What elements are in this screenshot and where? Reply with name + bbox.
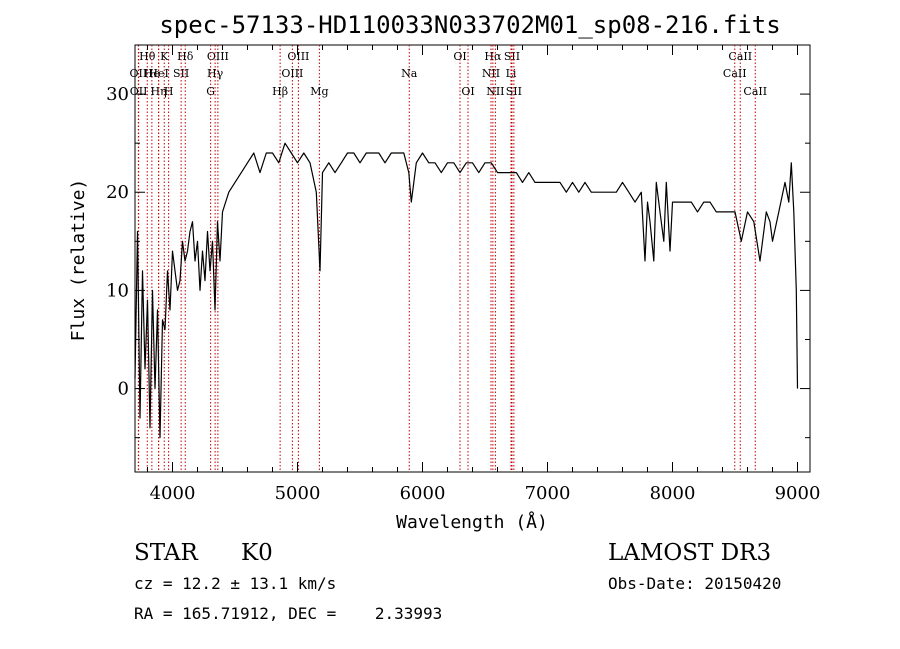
line-marker-label: OIII: [287, 50, 309, 63]
line-marker-label: OI: [453, 50, 466, 63]
y-tick-label: 0: [118, 379, 129, 400]
x-tick-label: 7000: [525, 483, 571, 504]
plot-frame: [134, 44, 811, 473]
line-marker-label: SII: [504, 50, 520, 63]
line-marker-label: NII: [482, 67, 500, 80]
line-marker-label: Na: [401, 67, 418, 80]
obs-date: Obs-Date: 20150420: [608, 574, 782, 593]
line-marker-label: Hγ: [207, 67, 224, 80]
spectrum-line: [134, 142, 799, 439]
y-axis-label: Flux (relative): [68, 179, 89, 342]
line-marker-label: CaII: [743, 85, 767, 98]
chart-title: spec-57133-HD110033N033702M01_sp08-216.f…: [159, 11, 780, 39]
x-axis-label: Wavelength (Å): [396, 511, 548, 533]
line-marker-label: OIII: [207, 50, 229, 63]
coordinates: RA = 165.71912, DEC = 2.33993: [134, 604, 443, 623]
y-tick-label: 10: [106, 280, 129, 301]
line-marker-label: OII: [130, 85, 148, 98]
line-marker-label: Hβ: [272, 85, 288, 98]
line-marker-label: OIII: [281, 67, 303, 80]
line-marker-label: HeI: [148, 67, 168, 80]
object-class: STAR: [134, 540, 198, 566]
line-marker-label: Hδ: [177, 50, 194, 63]
line-marker-label: CaII: [728, 50, 752, 63]
x-tick-label: 4000: [150, 483, 196, 504]
line-marker-label: He: [144, 67, 160, 80]
line-marker-label: SII: [173, 67, 189, 80]
survey-name: LAMOST DR3: [608, 540, 772, 566]
line-marker-label: G: [206, 85, 215, 98]
x-tick-label: 6000: [400, 483, 446, 504]
spectrum-series: [134, 142, 799, 439]
x-tick-label: 5000: [275, 483, 321, 504]
line-marker-label: Li: [506, 67, 517, 80]
line-marker-label: CaII: [723, 67, 747, 80]
line-marker-label: NII: [486, 85, 504, 98]
line-marker-label: SII: [506, 85, 522, 98]
y-tick-label: 30: [106, 84, 129, 105]
axis-ticks: 4000 5000 6000 7000 8000 9000 0 10 20 30: [106, 44, 821, 504]
line-marker-label: OI: [461, 85, 474, 98]
y-tick-label: 20: [106, 182, 129, 203]
x-tick-label: 9000: [775, 483, 821, 504]
line-marker-label: Mg: [310, 85, 328, 98]
object-subclass: K0: [241, 540, 273, 566]
line-marker-label: Hα: [484, 50, 502, 63]
x-tick-label: 8000: [650, 483, 696, 504]
line-marker-label: K: [160, 50, 169, 63]
line-marker-label: H: [164, 85, 174, 98]
redshift-readout: cz = 12.2 ± 13.1 km/s: [134, 574, 337, 593]
line-marker-label: Hθ: [139, 50, 156, 63]
